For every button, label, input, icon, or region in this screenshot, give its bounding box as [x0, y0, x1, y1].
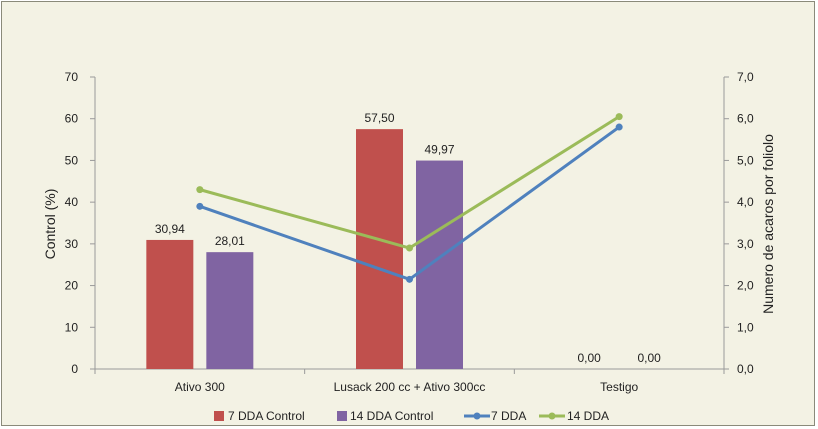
bar-data-label: 0,00	[577, 351, 601, 365]
y-right-tick-label: 7,0	[737, 70, 754, 84]
legend-marker	[548, 412, 556, 420]
bar	[146, 239, 194, 369]
legend-swatch	[214, 411, 224, 421]
y-left-tick-label: 20	[65, 279, 79, 293]
series-point	[196, 202, 204, 210]
bar-data-label: 57,50	[364, 111, 394, 125]
series-line	[199, 125, 621, 281]
x-tick-label: Ativo 300	[175, 380, 225, 394]
y-right-tick-label: 2,0	[737, 279, 754, 293]
lines-group	[196, 113, 623, 283]
x-tick-label: Lusack 200 cc + Ativo 300cc	[334, 380, 486, 394]
y-left-tick-label: 60	[65, 112, 79, 126]
bar	[416, 160, 463, 369]
y-left-tick-label: 70	[65, 70, 79, 84]
series-point	[615, 113, 623, 121]
y-right-tick-label: 4,0	[737, 195, 754, 209]
y-left-tick-label: 30	[65, 237, 79, 251]
series-point	[406, 244, 413, 252]
y-right-tick-label: 6,0	[737, 112, 754, 126]
y-right-tick-label: 1,0	[737, 320, 754, 334]
y-axis-right-title: Numero de acaros por foliolo	[760, 134, 776, 314]
bar	[206, 252, 254, 369]
legend-swatch	[337, 411, 347, 421]
bar	[356, 129, 403, 369]
bar-data-label: 0,00	[637, 351, 661, 365]
bars-group	[146, 129, 463, 369]
y-left-tick-label: 40	[65, 195, 79, 209]
series-point	[196, 186, 204, 194]
y-left-tick-label: 10	[65, 320, 79, 334]
series-point	[615, 123, 623, 131]
series-point	[406, 275, 413, 283]
legend-label: 7 DDA Control	[228, 409, 305, 423]
legend: 7 DDA Control 14 DDA Control 7 DDA 14 DDA	[214, 409, 609, 423]
axes-group: 0 10 20 30 40 50 60 70 0,0 1,0 2,0 3,0 4,0 5,0 6,0 7,0 A…	[65, 70, 754, 394]
legend-marker	[473, 412, 481, 420]
bar-data-label: 30,94	[155, 222, 185, 236]
y-right-tick-label: 5,0	[737, 153, 754, 167]
legend-label: 14 DDA	[567, 409, 609, 423]
legend-label: 7 DDA	[491, 409, 526, 423]
y-right-tick-label: 0,0	[737, 362, 754, 376]
labels-group: 30,94 57,50 0,00 28,01 49,97 0,00	[155, 111, 661, 365]
y-left-tick-label: 0	[71, 362, 78, 376]
y-right-tick-label: 3,0	[737, 237, 754, 251]
bar-data-label: 49,97	[424, 143, 454, 157]
x-tick-label: Testigo	[600, 380, 638, 394]
y-axis-left-title: Control (%)	[42, 189, 58, 260]
y-left-tick-label: 50	[65, 153, 79, 167]
legend-label: 14 DDA Control	[350, 409, 433, 423]
bar-data-label: 28,01	[215, 234, 245, 248]
